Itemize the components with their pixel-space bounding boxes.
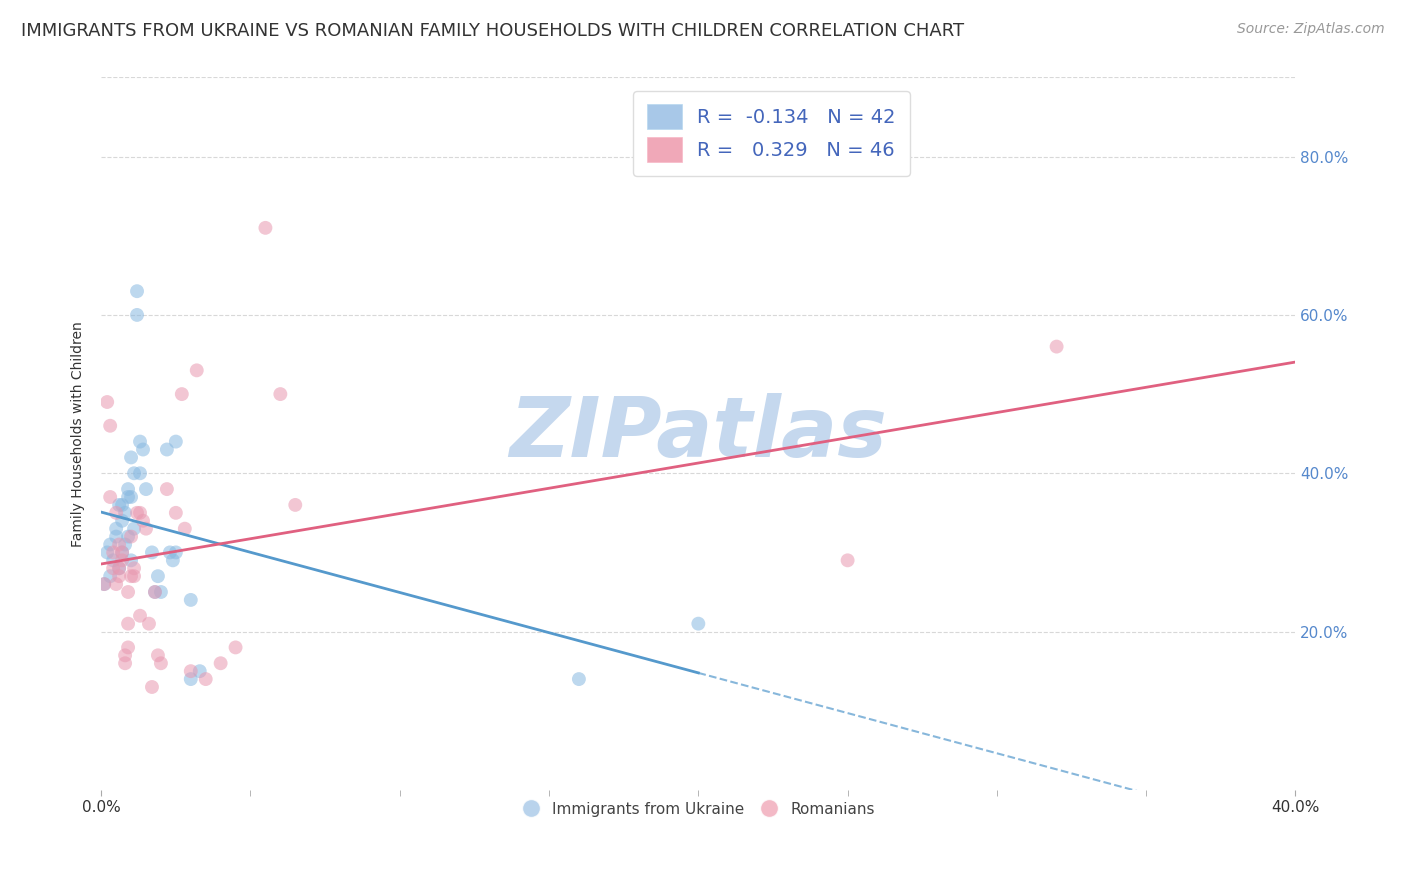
Point [837, 553, 859, 567]
Point [120, 530, 142, 544]
Point [143, 585, 166, 599]
Point [132, 514, 155, 528]
Point [568, 672, 591, 686]
Point [93, 577, 115, 591]
Point [170, 387, 193, 401]
Point [129, 467, 152, 481]
Point [117, 490, 139, 504]
Point [186, 363, 208, 377]
Point [162, 553, 184, 567]
Point [117, 616, 139, 631]
Point [108, 498, 131, 512]
Point [149, 585, 172, 599]
Point [1046, 340, 1069, 354]
Point [120, 553, 142, 567]
Y-axis label: Family Households with Children: Family Households with Children [72, 321, 86, 547]
Point [135, 522, 157, 536]
Point [209, 657, 232, 671]
Point [98, 569, 121, 583]
Point [129, 506, 152, 520]
Legend: Immigrants from Ukraine, Romanians: Immigrants from Ukraine, Romanians [515, 794, 883, 825]
Point [225, 640, 247, 655]
Point [108, 561, 131, 575]
Point [117, 482, 139, 496]
Point [122, 467, 145, 481]
Point [120, 569, 142, 583]
Point [101, 545, 124, 559]
Text: IMMIGRANTS FROM UKRAINE VS ROMANIAN FAMILY HOUSEHOLDS WITH CHILDREN CORRELATION : IMMIGRANTS FROM UKRAINE VS ROMANIAN FAMI… [21, 22, 965, 40]
Point [105, 506, 128, 520]
Point [125, 284, 148, 298]
Point [101, 553, 124, 567]
Point [96, 395, 118, 409]
Point [180, 672, 202, 686]
Point [180, 593, 202, 607]
Point [108, 569, 131, 583]
Point [125, 308, 148, 322]
Point [120, 450, 142, 465]
Point [108, 561, 131, 575]
Point [688, 616, 710, 631]
Point [101, 561, 124, 575]
Point [194, 672, 217, 686]
Point [108, 537, 131, 551]
Point [111, 545, 134, 559]
Point [135, 482, 157, 496]
Point [159, 545, 181, 559]
Point [132, 442, 155, 457]
Point [98, 537, 121, 551]
Point [165, 506, 187, 520]
Point [284, 498, 307, 512]
Point [111, 545, 134, 559]
Point [141, 545, 163, 559]
Point [165, 545, 187, 559]
Point [117, 640, 139, 655]
Point [125, 506, 148, 520]
Point [146, 648, 169, 663]
Point [138, 616, 160, 631]
Point [117, 585, 139, 599]
Point [120, 490, 142, 504]
Point [117, 530, 139, 544]
Point [105, 530, 128, 544]
Point [129, 434, 152, 449]
Point [156, 442, 179, 457]
Point [122, 561, 145, 575]
Point [180, 664, 202, 678]
Point [114, 506, 136, 520]
Point [111, 498, 134, 512]
Point [149, 657, 172, 671]
Point [156, 482, 179, 496]
Point [114, 648, 136, 663]
Point [122, 522, 145, 536]
Point [254, 220, 277, 235]
Point [93, 577, 115, 591]
Point [114, 657, 136, 671]
Text: ZIPatlas: ZIPatlas [509, 393, 887, 475]
Point [165, 434, 187, 449]
Point [105, 522, 128, 536]
Point [98, 418, 121, 433]
Point [98, 490, 121, 504]
Point [188, 664, 211, 678]
Point [141, 680, 163, 694]
Point [111, 553, 134, 567]
Point [122, 569, 145, 583]
Point [129, 608, 152, 623]
Point [269, 387, 291, 401]
Point [146, 569, 169, 583]
Point [114, 537, 136, 551]
Point [111, 514, 134, 528]
Point [105, 577, 128, 591]
Point [173, 522, 195, 536]
Point [96, 545, 118, 559]
Text: Source: ZipAtlas.com: Source: ZipAtlas.com [1237, 22, 1385, 37]
Point [143, 585, 166, 599]
